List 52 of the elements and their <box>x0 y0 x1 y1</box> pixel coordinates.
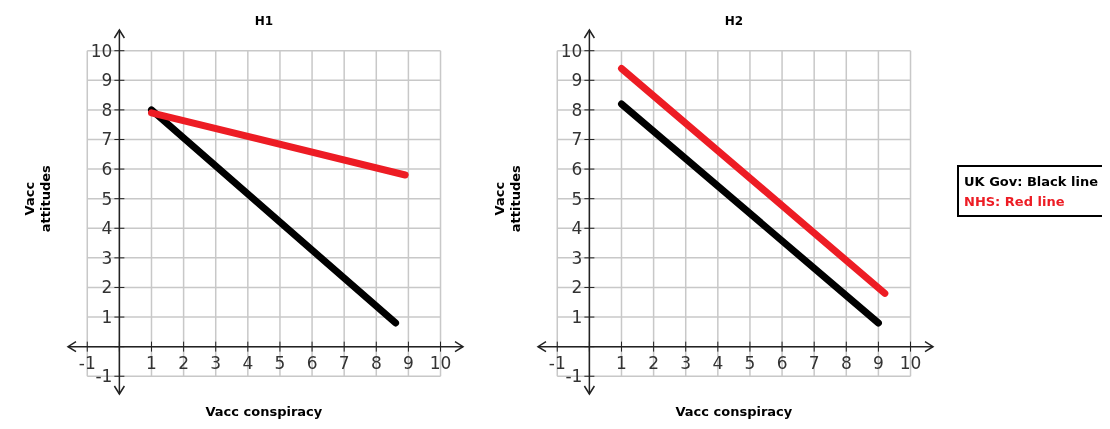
x-tick-label: 10 <box>429 352 452 373</box>
x-axis-title: Vacc conspiracy <box>205 404 323 419</box>
y-tick-label: -1 <box>565 366 583 387</box>
x-tick-label: 5 <box>744 352 756 373</box>
y-axis-title: Vacc attitudes <box>22 164 53 233</box>
y-tick-label: 2 <box>571 277 583 298</box>
chart-title: H2 <box>724 14 744 28</box>
y-tick-label: 3 <box>101 247 113 268</box>
x-axis-title: Vacc conspiracy <box>675 404 793 419</box>
x-tick-label: 9 <box>402 352 414 373</box>
y-tick-label: 9 <box>571 70 583 91</box>
x-tick-label: 4 <box>712 352 724 373</box>
x-tick-label: 1 <box>616 352 627 373</box>
y-tick-label: 7 <box>101 129 113 150</box>
y-tick-label: 6 <box>571 159 583 180</box>
x-tick-label: 10 <box>899 352 922 373</box>
x-tick-label: 7 <box>338 352 350 373</box>
y-tick-label: 9 <box>101 70 113 91</box>
y-tick-label: 1 <box>101 307 113 328</box>
x-tick-label: 5 <box>274 352 286 373</box>
x-tick-label: 8 <box>840 352 852 373</box>
y-tick-label: 2 <box>101 277 113 298</box>
y-axis-title: Vacc attitudes <box>492 164 523 233</box>
y-tick-label: 7 <box>571 129 583 150</box>
y-tick-label: 10 <box>90 40 113 61</box>
y-tick-label: 4 <box>571 218 583 239</box>
x-tick-label: 7 <box>808 352 820 373</box>
y-tick-label: -1 <box>95 366 113 387</box>
y-tick-label: 5 <box>571 188 583 209</box>
y-tick-label: 8 <box>571 99 583 120</box>
x-tick-label: -1 <box>548 352 566 373</box>
y-tick-label: 6 <box>101 159 113 180</box>
text: UK Gov: Black line <box>964 174 1099 189</box>
x-tick-label: 3 <box>210 352 222 373</box>
y-tick-label: 5 <box>101 188 113 209</box>
x-tick-label: 9 <box>872 352 884 373</box>
y-tick-label: 3 <box>571 247 583 268</box>
x-tick-label: 4 <box>242 352 254 373</box>
x-tick-label: 6 <box>306 352 318 373</box>
x-tick-label: -1 <box>78 352 96 373</box>
y-tick-label: 1 <box>571 307 583 328</box>
x-tick-label: 2 <box>178 352 190 373</box>
text: NHS: Red line <box>964 194 1065 209</box>
chart-title: H1 <box>254 14 274 28</box>
x-tick-label: 8 <box>370 352 382 373</box>
x-tick-label: 1 <box>146 352 157 373</box>
x-tick-label: 3 <box>680 352 692 373</box>
x-tick-label: 6 <box>776 352 788 373</box>
x-tick-label: 2 <box>648 352 660 373</box>
y-tick-label: 4 <box>101 218 113 239</box>
y-tick-label: 8 <box>101 99 113 120</box>
y-tick-label: 10 <box>560 40 583 61</box>
